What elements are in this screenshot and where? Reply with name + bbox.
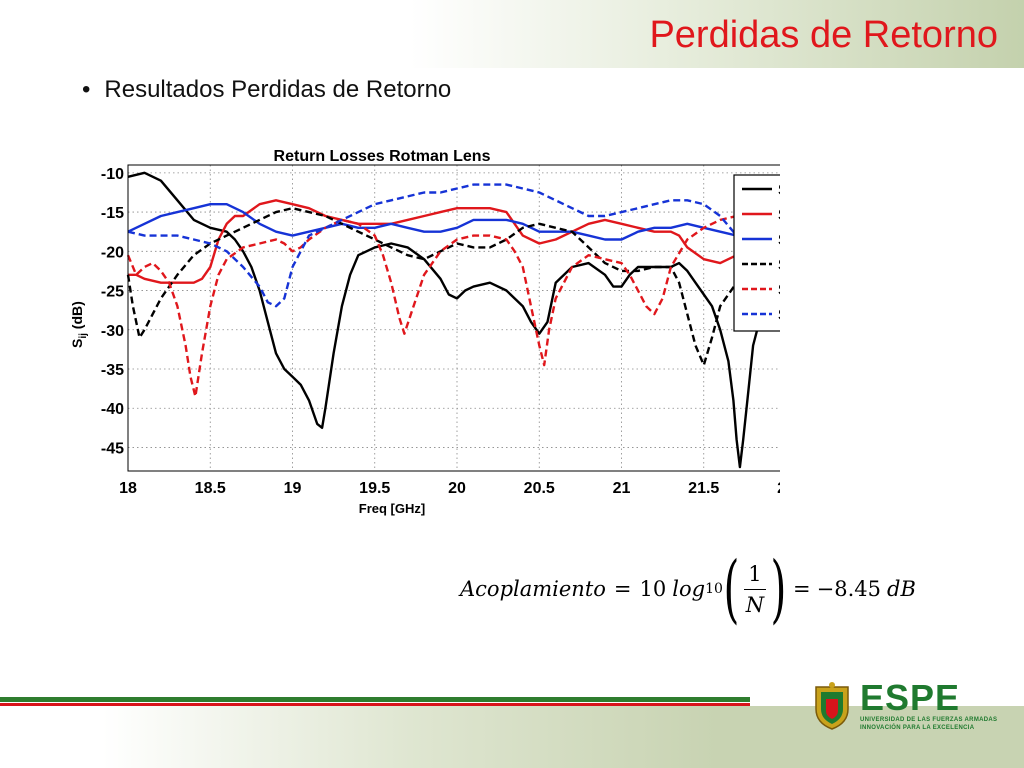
coupling-formula: Acoplamiento = 10 log 10 ( 1 N ) = −8.45 …	[460, 552, 916, 626]
logo-line-1: UNIVERSIDAD DE LAS FUERZAS ARMADAS	[860, 717, 998, 723]
y-tick-label: -35	[101, 362, 124, 379]
x-tick-label: 18.5	[195, 480, 226, 497]
x-tick-label: 18	[119, 480, 137, 497]
y-tick-label: -30	[101, 323, 124, 340]
legend-label: S 22 Simulated	[778, 282, 780, 299]
legend-label: S 33 Simulated	[778, 307, 780, 324]
slide-title: Perdidas de Retorno	[649, 14, 998, 56]
formula-denominator: N	[745, 592, 765, 617]
formula-result: −8.45	[816, 577, 881, 601]
y-tick-label: -20	[101, 244, 124, 261]
bullet-item: • Resultados Perdidas de Retorno	[82, 76, 451, 104]
y-tick-label: -25	[101, 284, 124, 301]
x-tick-label: 19	[284, 480, 302, 497]
formula-lhs: Acoplamiento	[460, 577, 606, 601]
x-tick-label: 21	[613, 480, 631, 497]
legend-label: S 22 Measured	[778, 207, 780, 224]
y-tick-label: -15	[101, 205, 124, 222]
y-tick-label: -40	[101, 401, 124, 418]
right-paren: )	[770, 546, 787, 632]
x-axis-label: Freq [GHz]	[359, 501, 425, 516]
series-line-5	[126, 214, 780, 398]
x-tick-label: 22	[777, 480, 780, 497]
series-group	[126, 171, 780, 469]
footer-rule-red	[0, 703, 750, 706]
footer-band	[0, 706, 1024, 768]
bullet-text: Resultados Perdidas de Retorno	[104, 76, 452, 103]
series-line-6	[127, 183, 780, 319]
x-tick-label: 20.5	[524, 480, 555, 497]
plot-frame	[127, 164, 780, 472]
title-band	[0, 0, 1024, 68]
x-tick-label: 19.5	[359, 480, 390, 497]
formula-fraction: 1 N	[742, 559, 768, 620]
series-line-1	[127, 171, 780, 469]
plot-area	[128, 165, 780, 471]
x-tick-label: 20	[448, 480, 466, 497]
chart-title: Return Losses Rotman Lens	[274, 148, 491, 165]
formula-equals: =	[613, 577, 632, 601]
y-axis-label: Sij (dB)	[69, 301, 89, 348]
formula-equals-2: =	[793, 577, 811, 601]
formula-unit: dB	[887, 577, 916, 601]
y-label-unit: (dB)	[69, 301, 85, 333]
series-line-2	[128, 199, 780, 284]
logo-name: ESPE	[860, 677, 961, 718]
logo-line-2: INNOVACIÓN PARA LA EXCELENCIA	[860, 725, 975, 731]
university-shield-icon	[815, 682, 849, 730]
footer-rule-green	[0, 697, 750, 702]
return-loss-chart: 18 18.5 19 19.5 20 20.5 21 21.5 22 -10 -15 -20 -25 -3…	[69, 148, 780, 516]
legend-label: S 33 Measured	[778, 232, 780, 249]
legend-label: S 11 Measured	[778, 182, 780, 199]
legend-box	[733, 174, 780, 332]
bullet-dot: •	[82, 76, 91, 103]
y-label-main: S	[69, 339, 85, 348]
espe-logo: ESPE UNIVERSIDAD DE LAS FUERZAS ARMADAS …	[812, 676, 998, 736]
y-tick-label: -45	[101, 440, 124, 457]
formula-base: 10	[705, 581, 723, 597]
series-line-3	[127, 203, 780, 253]
formula-func: log	[672, 577, 706, 601]
legend-label: S 11 Simulated	[778, 257, 780, 274]
formula-numerator: 1	[744, 559, 766, 590]
series-line-4	[126, 207, 780, 367]
left-paren: (	[723, 546, 740, 632]
formula-coef: 10	[639, 577, 667, 601]
logo-text: ESPE UNIVERSIDAD DE LAS FUERZAS ARMADAS …	[860, 680, 997, 732]
x-tick-label: 21.5	[688, 480, 719, 497]
y-tick-label: -10	[101, 166, 124, 183]
y-label-sub: ij	[78, 333, 89, 339]
